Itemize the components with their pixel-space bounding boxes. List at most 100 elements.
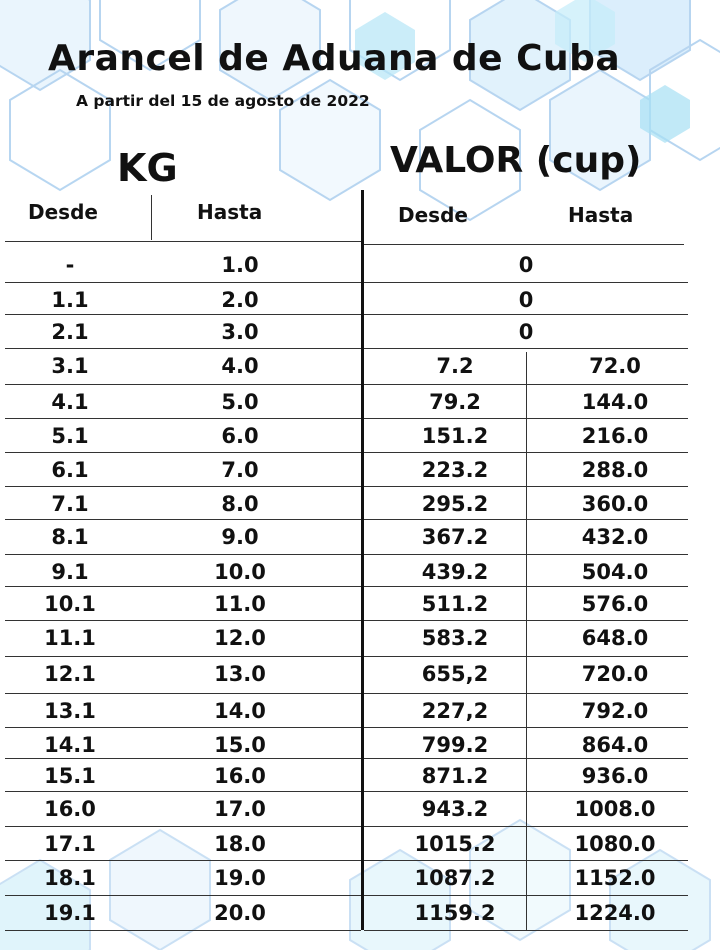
kg-header-rule [5, 241, 361, 242]
valor-hasta-cell: 1152.0 [574, 866, 656, 890]
row-rule-kg [5, 418, 361, 419]
kg-desde-cell: 8.1 [51, 525, 89, 549]
row-rule-valor [364, 586, 688, 587]
row-rule-valor [364, 826, 688, 827]
page-subtitle: A partir del 15 de agosto de 2022 [76, 92, 370, 110]
kg-desde-cell: 5.1 [51, 424, 89, 448]
row-rule-kg [5, 693, 361, 694]
kg-hasta-cell: 16.0 [214, 764, 266, 788]
row-rule-kg [5, 348, 361, 349]
row-rule-valor [364, 314, 688, 315]
row-rule-valor [364, 791, 688, 792]
kg-desde-cell: 13.1 [44, 699, 96, 723]
kg-desde-cell: 16.0 [44, 797, 96, 821]
kg-desde-cell: 15.1 [44, 764, 96, 788]
kg-desde-cell: 7.1 [51, 492, 89, 516]
kg-desde-cell: - [65, 253, 75, 277]
kg-hasta-header: Hasta [197, 200, 263, 224]
kg-hasta-cell: 20.0 [214, 901, 266, 925]
row-rule-valor [364, 758, 688, 759]
valor-hasta-cell: 648.0 [581, 626, 649, 650]
valor-header-rule [364, 244, 684, 245]
kg-hasta-cell: 2.0 [221, 288, 259, 312]
kg-desde-cell: 10.1 [44, 592, 96, 616]
valor-hasta-cell: 864.0 [581, 733, 649, 757]
kg-desde-cell: 19.1 [44, 901, 96, 925]
kg-desde-cell: 4.1 [51, 390, 89, 414]
kg-hasta-cell: 3.0 [221, 320, 259, 344]
kg-desde-cell: 1.1 [51, 288, 89, 312]
row-rule-valor [364, 930, 688, 931]
row-rule-kg [5, 554, 361, 555]
kg-hasta-cell: 19.0 [214, 866, 266, 890]
row-rule-kg [5, 758, 361, 759]
valor-hasta-cell: 576.0 [581, 592, 649, 616]
row-rule-kg [5, 282, 361, 283]
valor-single-cell: 0 [518, 288, 534, 312]
valor-desde-cell: 1159.2 [414, 901, 496, 925]
valor-desde-header: Desde [398, 203, 468, 227]
row-rule-valor [364, 895, 688, 896]
row-rule-kg [5, 860, 361, 861]
kg-hasta-cell: 18.0 [214, 832, 266, 856]
row-rule-kg [5, 314, 361, 315]
row-rule-valor [364, 282, 688, 283]
kg-column-divider [151, 195, 152, 240]
row-rule-valor [364, 486, 688, 487]
kg-hasta-cell: 8.0 [221, 492, 259, 516]
row-rule-kg [5, 791, 361, 792]
kg-hasta-cell: 12.0 [214, 626, 266, 650]
kg-desde-cell: 9.1 [51, 560, 89, 584]
kg-hasta-cell: 9.0 [221, 525, 259, 549]
kg-desde-cell: 3.1 [51, 354, 89, 378]
row-rule-valor [364, 656, 688, 657]
row-rule-kg [5, 727, 361, 728]
kg-hasta-cell: 6.0 [221, 424, 259, 448]
valor-desde-cell: 871.2 [421, 764, 489, 788]
kg-hasta-cell: 10.0 [214, 560, 266, 584]
page-title: Arancel de Aduana de Cuba [48, 38, 621, 79]
valor-single-cell: 0 [518, 320, 534, 344]
valor-desde-cell: 439.2 [421, 560, 489, 584]
row-rule-kg [5, 486, 361, 487]
row-rule-kg [5, 656, 361, 657]
kg-hasta-cell: 11.0 [214, 592, 266, 616]
kg-desde-cell: 11.1 [44, 626, 96, 650]
row-rule-valor [364, 620, 688, 621]
kg-desde-cell: 18.1 [44, 866, 96, 890]
valor-desde-cell: 655,2 [421, 662, 489, 686]
row-rule-kg [5, 519, 361, 520]
valor-hasta-cell: 432.0 [581, 525, 649, 549]
kg-desde-cell: 14.1 [44, 733, 96, 757]
valor-hasta-cell: 1224.0 [574, 901, 656, 925]
hexagon-bottom-decoration [0, 818, 711, 950]
valor-desde-cell: 1015.2 [414, 832, 496, 856]
valor-hasta-cell: 72.0 [589, 354, 641, 378]
valor-column-divider [526, 352, 527, 930]
kg-hasta-cell: 7.0 [221, 458, 259, 482]
valor-desde-cell: 1087.2 [414, 866, 496, 890]
valor-desde-cell: 7.2 [436, 354, 474, 378]
row-rule-kg [5, 826, 361, 827]
valor-desde-cell: 227,2 [421, 699, 489, 723]
kg-desde-cell: 6.1 [51, 458, 89, 482]
valor-hasta-cell: 360.0 [581, 492, 649, 516]
valor-hasta-cell: 1008.0 [574, 797, 656, 821]
valor-desde-cell: 223.2 [421, 458, 489, 482]
valor-hasta-cell: 720.0 [581, 662, 649, 686]
table-center-divider [361, 190, 364, 930]
row-rule-kg [5, 384, 361, 385]
kg-hasta-cell: 13.0 [214, 662, 266, 686]
valor-hasta-header: Hasta [568, 203, 634, 227]
valor-single-cell: 0 [518, 253, 534, 277]
row-rule-kg [5, 620, 361, 621]
valor-hasta-cell: 144.0 [581, 390, 649, 414]
kg-desde-cell: 2.1 [51, 320, 89, 344]
valor-desde-cell: 943.2 [421, 797, 489, 821]
valor-hasta-cell: 792.0 [581, 699, 649, 723]
row-rule-kg [5, 586, 361, 587]
valor-desde-cell: 295.2 [421, 492, 489, 516]
valor-hasta-cell: 216.0 [581, 424, 649, 448]
valor-section-label: VALOR (cup) [390, 140, 642, 181]
